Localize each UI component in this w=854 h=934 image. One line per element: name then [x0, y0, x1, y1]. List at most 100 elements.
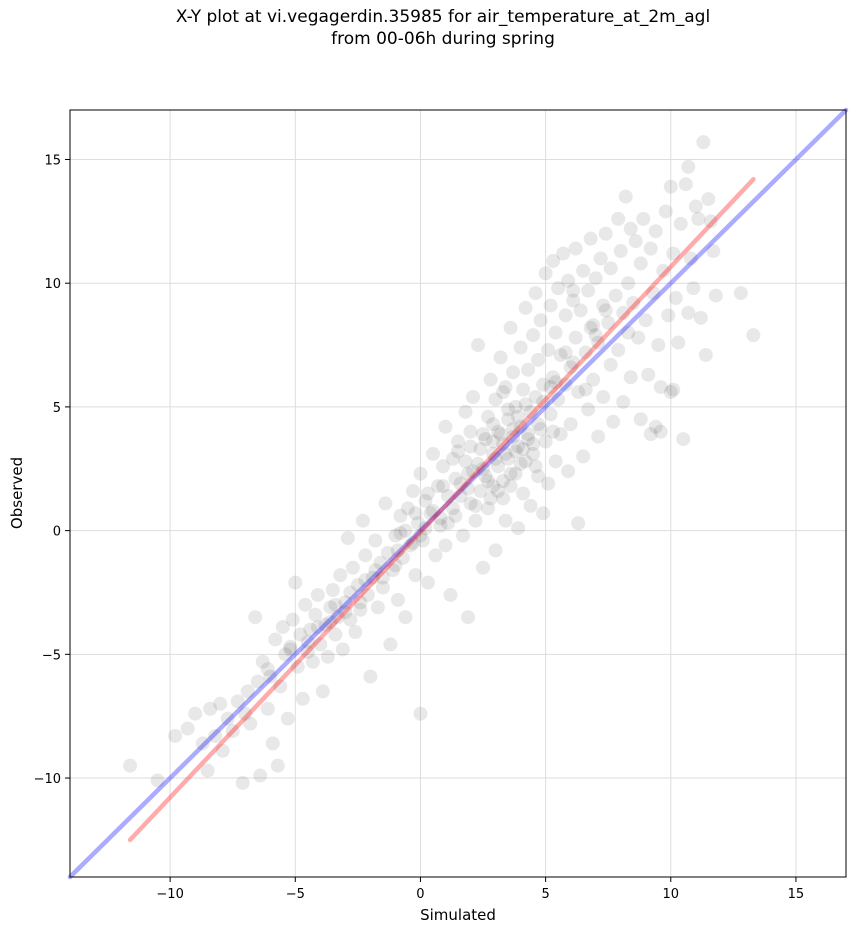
data-point [358, 573, 373, 588]
data-point [706, 244, 721, 259]
data-point [393, 508, 408, 523]
data-point [558, 345, 573, 360]
data-point [653, 380, 668, 395]
data-point [300, 644, 315, 659]
data-point [275, 620, 290, 635]
data-point [733, 286, 748, 301]
data-point [668, 291, 683, 306]
data-point [548, 375, 563, 390]
data-point [528, 459, 543, 474]
data-point [335, 642, 350, 657]
data-point [506, 365, 521, 380]
data-point [255, 654, 270, 669]
data-point [548, 454, 563, 469]
chart-title: X-Y plot at vi.vegagerdin.35985 for air_… [0, 6, 854, 50]
data-point [491, 484, 506, 499]
data-point [571, 385, 586, 400]
data-point [350, 578, 365, 593]
data-point [393, 526, 408, 541]
data-point [208, 728, 223, 743]
y-axis-label: Observed [8, 457, 26, 529]
data-point [596, 298, 611, 313]
data-point [478, 469, 493, 484]
data-point [641, 367, 656, 382]
data-point [631, 330, 646, 345]
data-point [368, 533, 383, 548]
data-point [538, 434, 553, 449]
data-point [486, 417, 501, 432]
data-point [253, 768, 268, 783]
data-point [225, 724, 240, 739]
data-point [551, 392, 566, 407]
data-point [498, 380, 513, 395]
data-point [628, 234, 643, 249]
data-point [653, 424, 668, 439]
data-point [503, 479, 518, 494]
data-point [243, 716, 258, 731]
data-point [353, 595, 368, 610]
data-point [566, 283, 581, 298]
data-point [310, 587, 325, 602]
data-point [293, 627, 308, 642]
y-tick-label: −10 [34, 772, 61, 787]
data-point [150, 773, 165, 788]
data-point [363, 669, 378, 684]
y-tick-label: 0 [53, 525, 61, 540]
data-point [213, 696, 228, 711]
data-point [513, 340, 528, 355]
data-point [308, 607, 323, 622]
data-point [643, 427, 658, 442]
data-point [581, 402, 596, 417]
data-point [586, 318, 601, 333]
data-point [315, 684, 330, 699]
data-point [521, 432, 536, 447]
data-point [280, 711, 295, 726]
data-point [343, 612, 358, 627]
y-tick-label: −5 [42, 648, 61, 663]
data-point [476, 560, 491, 575]
data-point [290, 659, 305, 674]
data-point [583, 320, 598, 335]
data-point [588, 271, 603, 286]
data-point [488, 451, 503, 466]
data-point [563, 360, 578, 375]
data-point [508, 466, 523, 481]
data-point [398, 523, 413, 538]
data-point [618, 189, 633, 204]
data-point [603, 261, 618, 276]
data-point [471, 338, 486, 353]
data-point [573, 303, 588, 318]
data-point [558, 308, 573, 323]
data-point [498, 446, 513, 461]
data-point [656, 263, 671, 278]
data-point [360, 587, 375, 602]
data-points [123, 135, 761, 790]
data-point [523, 404, 538, 419]
data-point [528, 286, 543, 301]
data-point [526, 437, 541, 452]
data-point [673, 216, 688, 231]
data-point [461, 481, 476, 496]
data-point [463, 496, 478, 511]
data-point [623, 370, 638, 385]
data-point [298, 597, 313, 612]
data-point [235, 775, 250, 790]
data-point [696, 135, 711, 150]
data-point [513, 456, 528, 471]
data-point [558, 377, 573, 392]
data-point [746, 328, 761, 343]
data-point [666, 246, 681, 261]
data-point [440, 488, 455, 503]
data-point [438, 538, 453, 553]
data-point [533, 422, 548, 437]
data-point [521, 362, 536, 377]
data-point [488, 392, 503, 407]
data-point [491, 459, 506, 474]
data-point [463, 424, 478, 439]
data-point [513, 419, 528, 434]
data-point [556, 246, 571, 261]
x-tick-label: 5 [541, 887, 549, 902]
data-point [403, 538, 418, 553]
data-point [506, 422, 521, 437]
data-point [518, 300, 533, 315]
